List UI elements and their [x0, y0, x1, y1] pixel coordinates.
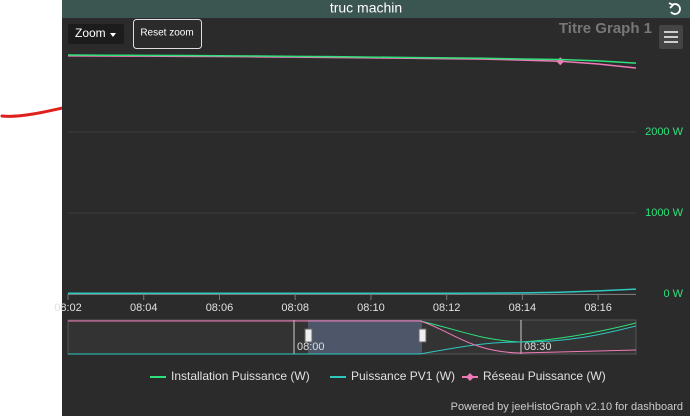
y-tick-label: 0 W: [663, 288, 683, 300]
credits: Powered by jeeHistoGraph v2.10 for dashb…: [451, 401, 683, 413]
navigator-label: 08:00: [297, 341, 325, 353]
navigator[interactable]: [67, 319, 637, 355]
series-line: [67, 54, 637, 64]
navigator-handle[interactable]: [418, 328, 427, 343]
navigator-line: [68, 325, 637, 355]
x-tick-label: 08:14: [509, 302, 537, 314]
legend-label: Réseau Puissance (W): [483, 369, 606, 383]
zoom-button[interactable]: [68, 24, 124, 44]
x-tick-label: 08:10: [357, 302, 385, 314]
navigator-selection[interactable]: [308, 320, 422, 354]
series-line: [68, 288, 637, 294]
reset-zoom-button[interactable]: [133, 19, 202, 49]
panel-title: truc machin: [330, 0, 402, 16]
navigator-handle[interactable]: [304, 328, 313, 343]
menu-icon: [664, 31, 678, 43]
legend-label: Puissance PV1 (W): [351, 369, 455, 383]
navigator-label: 08:30: [524, 341, 552, 353]
zoom-label: Zoom: [75, 26, 106, 40]
legend-label: Installation Puissance (W): [171, 369, 310, 383]
x-tick-label: 08:04: [130, 302, 158, 314]
refresh-icon[interactable]: [668, 2, 681, 15]
navigator-line: [68, 320, 637, 354]
y-tick-label: 2000 W: [645, 126, 684, 138]
x-tick-label: 08:08: [281, 302, 309, 314]
series-line: [67, 55, 637, 69]
x-tick-label: 08:06: [206, 302, 234, 314]
subtitle: Titre Graph 1: [559, 20, 652, 37]
x-tick-label: 08:12: [433, 302, 461, 314]
y-tick-label: 1000 W: [645, 207, 684, 219]
caret: [110, 33, 116, 37]
legend-marker: [466, 373, 474, 381]
reset-zoom-label: Reset zoom: [140, 28, 193, 39]
x-tick-label: 08:02: [54, 302, 82, 314]
x-tick-label: 08:16: [584, 302, 612, 314]
header: [62, 0, 690, 18]
